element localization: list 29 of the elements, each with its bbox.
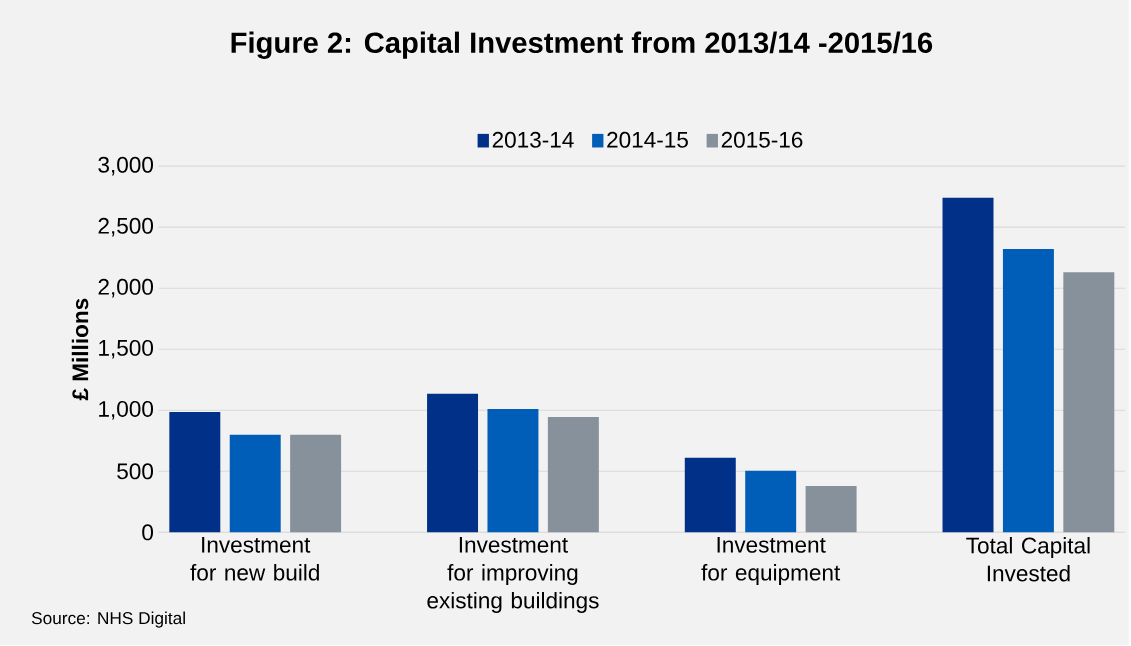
x-tick-label: Total Capital Invested	[966, 537, 1090, 582]
chart-title: Figure 2: Capital Investment from 2013/14 -2015/16	[231, 31, 933, 60]
y-tick-label: 1,000	[99, 401, 154, 420]
y-tick-label: 3,000	[98, 156, 154, 176]
legend-label: 2014-15	[607, 132, 688, 148]
bar	[290, 434, 342, 533]
bar	[547, 417, 599, 533]
bar	[942, 198, 994, 533]
x-tick-label: Investment for new build	[190, 537, 319, 581]
y-tick-label: 2,000	[98, 279, 154, 298]
bar	[229, 434, 281, 533]
bar	[1002, 249, 1054, 533]
source-note: Source: NHS Digital	[31, 611, 185, 628]
bar	[805, 486, 857, 533]
legend-label: 2013-14	[492, 132, 574, 148]
bar	[684, 458, 736, 533]
bar	[487, 409, 539, 533]
bar	[745, 470, 797, 533]
legend-label: 2015-16	[721, 132, 803, 148]
bar	[1063, 272, 1115, 533]
bar	[169, 412, 221, 533]
y-tick-label: 2,500	[98, 218, 154, 237]
x-tick-label: Investment for improving existing buildings	[427, 537, 599, 614]
bar	[427, 393, 479, 533]
y-tick-label: 0	[142, 524, 154, 541]
y-tick-label: 1,500	[99, 340, 154, 359]
y-axis-title: £ Millions	[71, 298, 89, 401]
x-tick-label: Investment for equipment	[701, 537, 841, 586]
y-tick-label: 500	[117, 463, 154, 480]
